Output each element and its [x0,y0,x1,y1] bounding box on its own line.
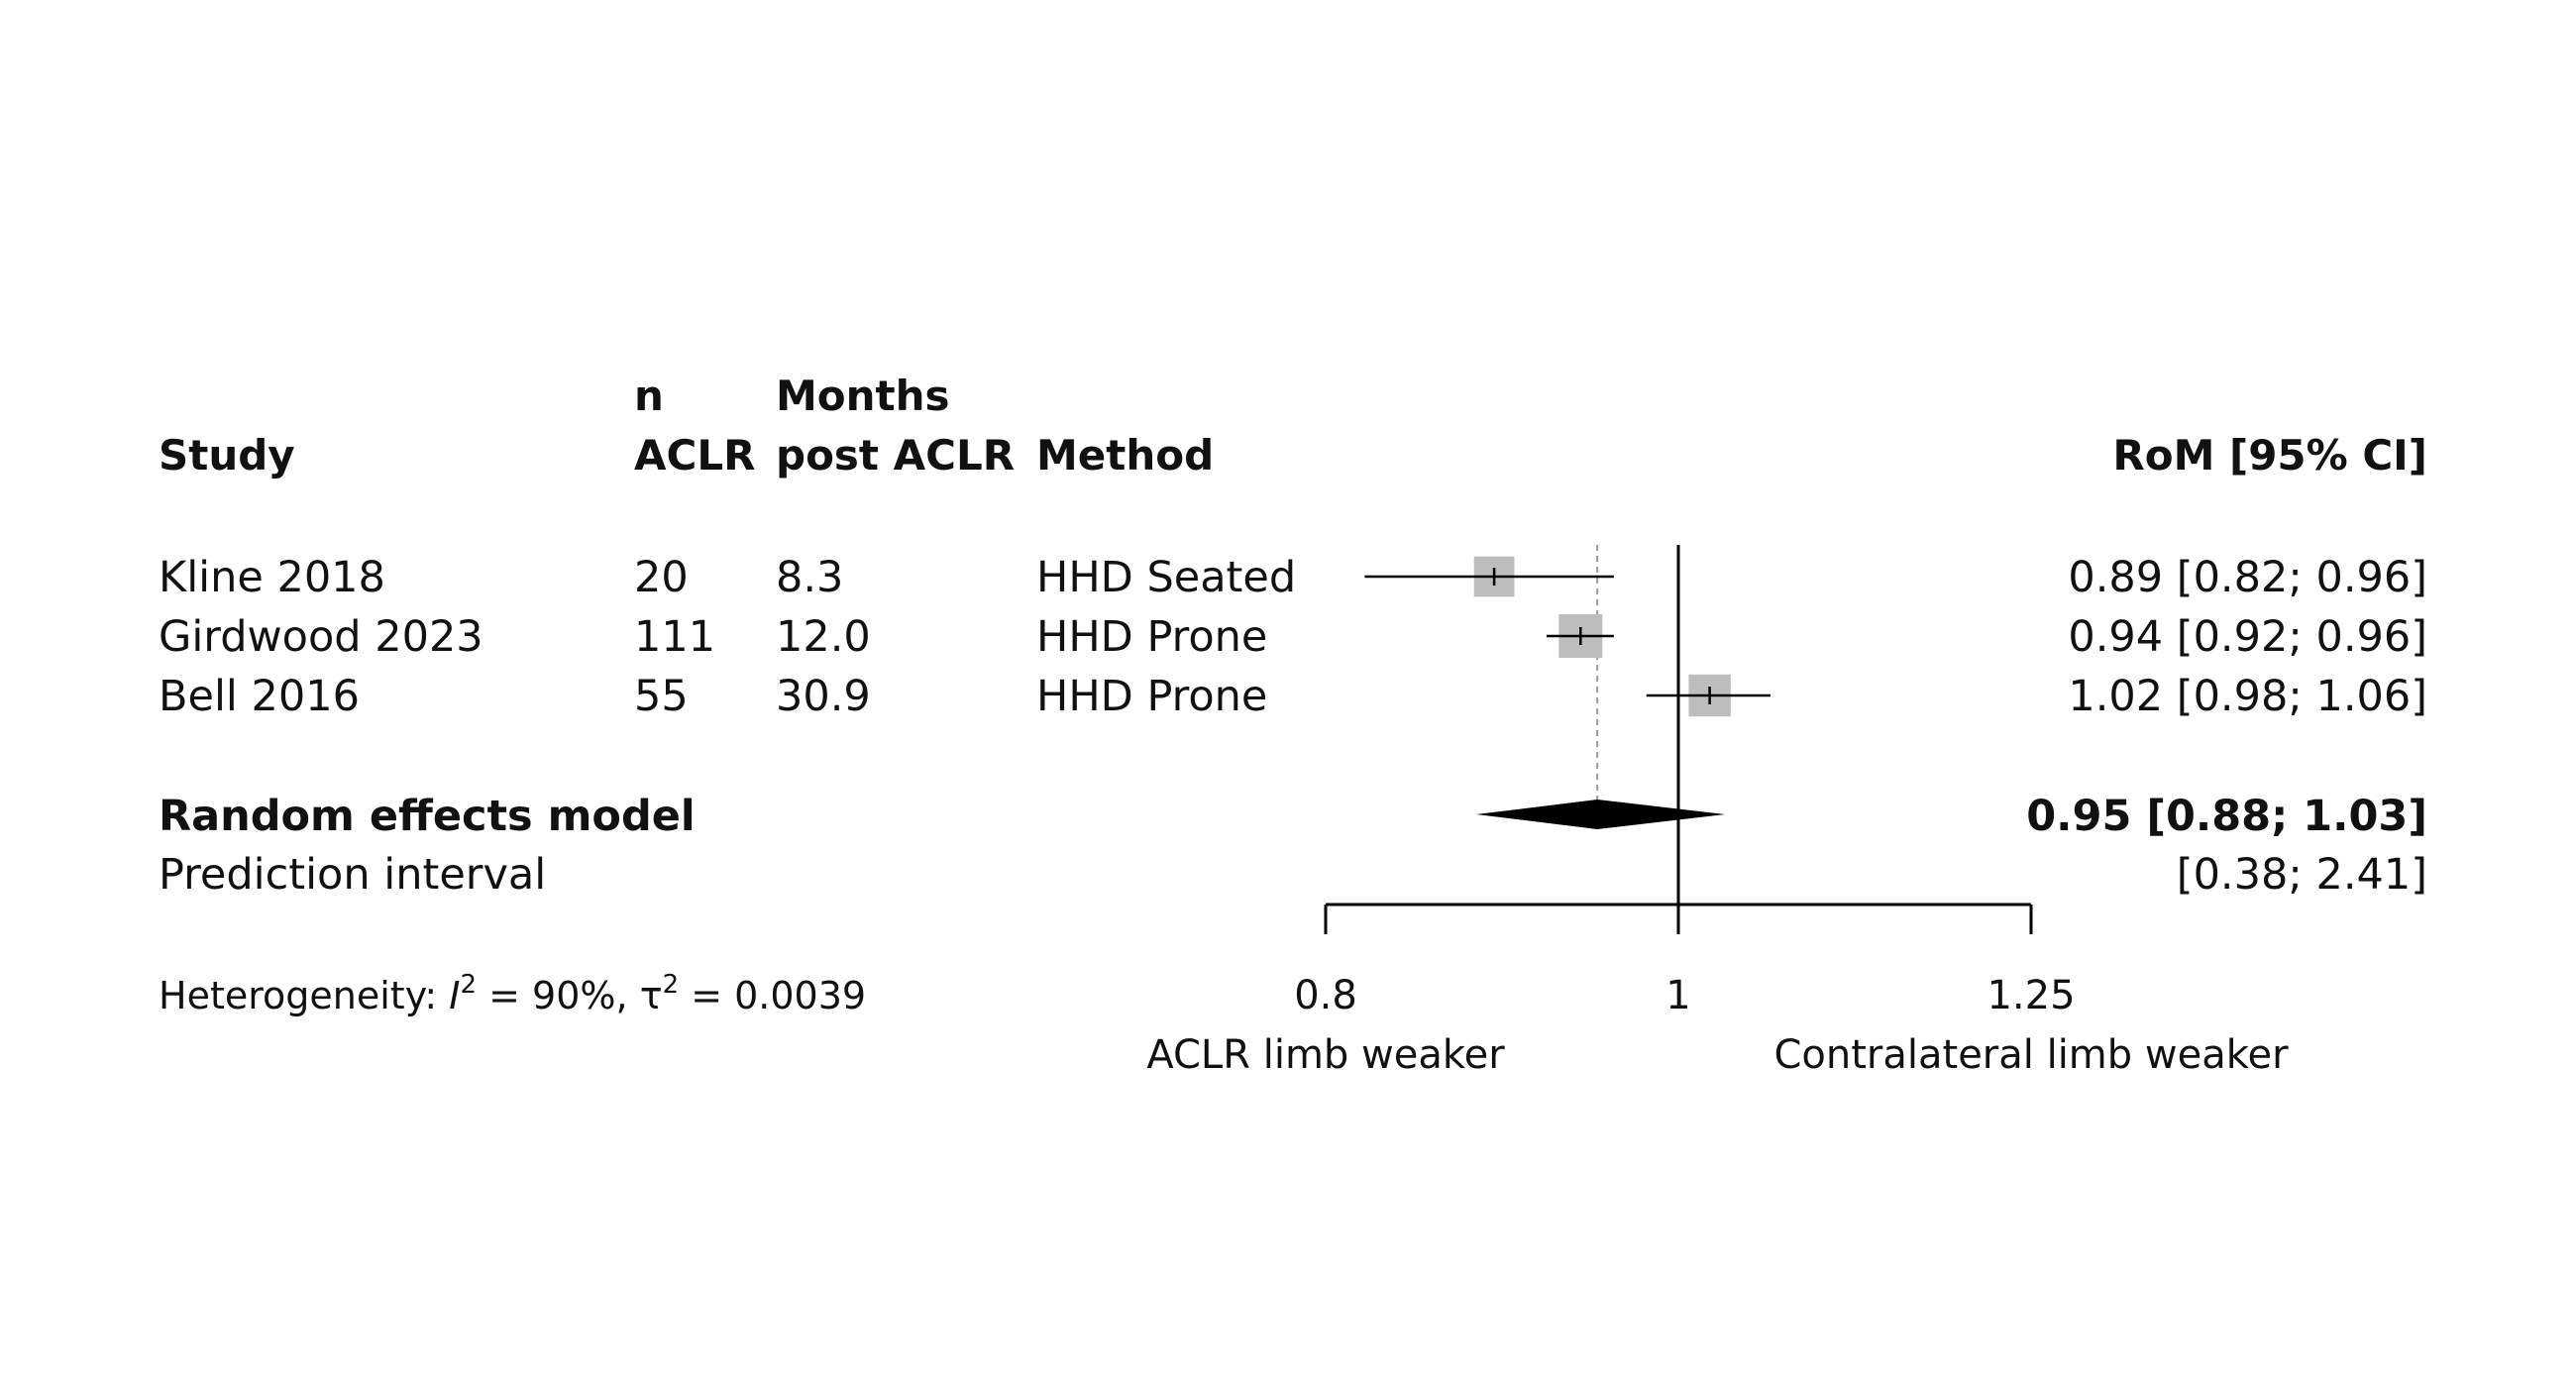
study-method-2: HHD Prone [1036,612,1267,662]
het-prefix: Heterogeneity: [159,974,449,1017]
study-method-3: HHD Prone [1036,672,1267,721]
study-months-3: 30.9 [776,672,871,721]
het-i-symbol: I [449,974,460,1017]
pooled-diamond [1476,800,1726,829]
header-method: Method [1036,431,1214,480]
study-n-3: 55 [634,672,689,721]
prediction-ci: [0.38; 2.41] [2177,850,2427,900]
prediction-label: Prediction interval [159,850,546,900]
study-ci-2: 0.94 [0.92; 0.96] [2068,612,2427,662]
tick-label-0.8: 0.8 [1294,973,1357,1018]
het-tau-sup: 2 [663,970,680,1000]
plot-marks [1324,545,2033,934]
pooled-label: Random effects model [159,792,696,841]
direction-label-left: ACLR limb weaker [1146,1032,1505,1078]
study-ci-3: 1.02 [0.98; 1.06] [2068,672,2427,721]
study-months-2: 12.0 [776,612,871,662]
header-study: Study [159,431,295,480]
study-n-1: 20 [634,553,689,602]
header-months-line1: Months [776,372,950,420]
het-i-value: = 90%, [477,974,640,1017]
het-i-sup: 2 [461,970,478,1000]
header-n-line1: n [634,372,664,420]
het-tau-symbol: τ [640,974,663,1017]
pooled-ci: 0.95 [0.88; 1.03] [2026,792,2427,841]
study-name-2: Girdwood 2023 [159,612,483,662]
tick-label-1: 1 [1665,973,1690,1018]
header-months-line2: post ACLR [776,431,1015,480]
direction-label-right: Contralateral limb weaker [1773,1032,2289,1078]
study-ci-1: 0.89 [0.82; 0.96] [2068,553,2427,602]
het-tau-value: = 0.0039 [679,974,866,1017]
study-n-2: 111 [634,612,715,662]
header-n-line2: ACLR [634,431,755,480]
header-effect: RoM [95% CI] [2112,431,2427,480]
heterogeneity-text: Heterogeneity: I2 = 90%, τ2 = 0.0039 [159,970,866,1017]
study-months-1: 8.3 [776,553,843,602]
tick-label-1.25: 1.25 [1986,973,2075,1018]
study-name-1: Kline 2018 [159,553,385,602]
study-name-3: Bell 2016 [159,672,360,721]
study-method-1: HHD Seated [1036,553,1296,602]
